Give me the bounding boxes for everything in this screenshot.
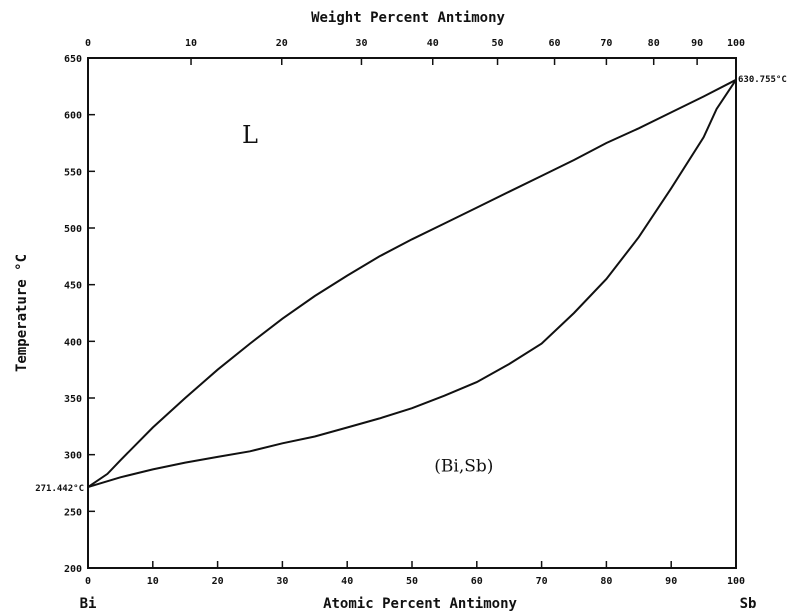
end-label-right: Sb: [740, 596, 757, 612]
top-tick-label: 40: [427, 38, 439, 49]
top-tick-label: 50: [492, 38, 504, 49]
y-tick-label: 650: [64, 54, 82, 65]
x-tick-label: 30: [276, 576, 288, 587]
y-tick-label: 300: [64, 451, 82, 462]
top-tick-label: 80: [648, 38, 660, 49]
temperature-annotation: 271.442°C: [35, 484, 84, 494]
y-tick-label: 500: [64, 224, 82, 235]
y-tick-label: 350: [64, 394, 82, 405]
top-tick-label: 10: [185, 38, 197, 49]
y-tick-label: 450: [64, 281, 82, 292]
region-label-1: L: [242, 121, 258, 149]
plot-frame: [87, 57, 737, 569]
x-tick-label: 20: [212, 576, 224, 587]
x-tick-label: 60: [471, 576, 483, 587]
x-tick-label: 80: [600, 576, 612, 587]
top-tick-label: 20: [276, 38, 288, 49]
top-tick-label: 70: [600, 38, 612, 49]
x-tick-label: 0: [85, 576, 91, 587]
y-axis-label: Temperature °C: [14, 254, 30, 372]
x-axis-label: Atomic Percent Antimony: [323, 596, 517, 612]
phase-boundary-line-1: [87, 78, 737, 488]
top-tick-label: 30: [355, 38, 367, 49]
chart-title: Weight Percent Antimony: [311, 10, 505, 26]
x-tick-label: 40: [341, 576, 353, 587]
top-tick-label: 90: [691, 38, 703, 49]
y-tick-label: 550: [64, 167, 82, 178]
phase-boundary-line-2: [87, 79, 737, 489]
top-tick-label: 0: [85, 38, 91, 49]
x-tick-label: 10: [147, 576, 159, 587]
x-tick-label: 50: [406, 576, 418, 587]
x-tick-label: 90: [665, 576, 677, 587]
region-label-2: (Bi,Sb): [434, 457, 493, 477]
top-tick-label: 100: [727, 38, 745, 49]
y-tick-label: 400: [64, 337, 82, 348]
y-tick-label: 600: [64, 111, 82, 122]
y-tick-label: 200: [64, 564, 82, 575]
top-tick-label: 60: [549, 38, 561, 49]
x-tick-label: 100: [727, 576, 745, 587]
x-tick-label: 70: [536, 576, 548, 587]
y-tick-label: 250: [64, 507, 82, 518]
end-label-left: Bi: [80, 596, 97, 612]
temperature-annotation: 630.755°C: [738, 75, 787, 85]
